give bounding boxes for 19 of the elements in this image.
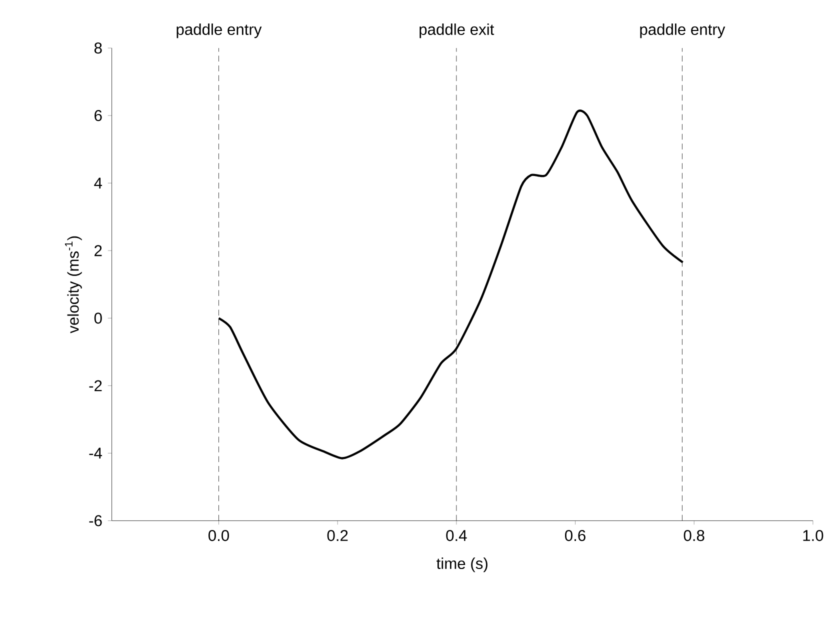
y-tick-label: -4 <box>89 448 102 459</box>
y-tick-label: -6 <box>89 515 102 526</box>
y-tick-label: 6 <box>94 110 102 122</box>
y-tick-label: 2 <box>94 245 102 256</box>
ref-line-label: paddle exit <box>420 24 494 38</box>
ref-line-label: paddle entry <box>176 24 262 38</box>
y-tick-label: -2 <box>89 380 102 392</box>
x-tick-label: 0.0 <box>208 530 229 542</box>
y-tick-label: 8 <box>94 42 102 54</box>
y-tick-label: 0 <box>94 312 102 324</box>
ref-line-label: paddle entry <box>640 24 726 38</box>
x-tick-label: 0.2 <box>327 530 348 542</box>
x-tick-label: 1.0 <box>803 530 824 542</box>
x-axis-title: time (s) <box>436 558 488 572</box>
y-tick-label: 4 <box>94 178 102 189</box>
x-tick-label: 0.6 <box>565 530 586 542</box>
x-tick-label: 0.4 <box>446 530 467 542</box>
y-axis-title: velocity (ms$^{-1}$) <box>64 236 82 334</box>
x-tick-label: 0.8 <box>684 530 704 542</box>
